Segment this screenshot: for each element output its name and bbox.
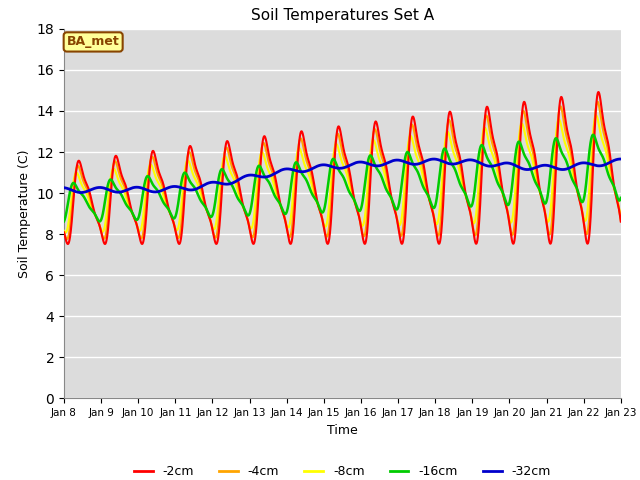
- -4cm: [436, 222, 444, 228]
- -16cm: [96, 218, 104, 224]
- -16cm: [60, 218, 68, 224]
- -2cm: [467, 215, 475, 221]
- -16cm: [436, 164, 444, 170]
- Line: -2cm: -2cm: [64, 92, 621, 244]
- -32cm: [77, 190, 85, 195]
- -8cm: [61, 230, 69, 236]
- Y-axis label: Soil Temperature (C): Soil Temperature (C): [18, 149, 31, 278]
- -4cm: [499, 191, 507, 197]
- -16cm: [616, 197, 624, 203]
- -32cm: [616, 156, 624, 162]
- -4cm: [161, 189, 168, 195]
- -4cm: [63, 236, 71, 242]
- Line: -8cm: -8cm: [64, 115, 621, 233]
- -2cm: [322, 235, 330, 241]
- -2cm: [595, 89, 602, 95]
- -16cm: [617, 195, 625, 201]
- -4cm: [617, 218, 625, 224]
- -16cm: [499, 190, 507, 196]
- -2cm: [161, 185, 168, 191]
- -32cm: [161, 187, 168, 192]
- Text: BA_met: BA_met: [67, 36, 120, 48]
- -32cm: [436, 157, 444, 163]
- -2cm: [616, 215, 624, 221]
- -4cm: [467, 215, 475, 220]
- -2cm: [617, 219, 625, 225]
- -2cm: [436, 237, 444, 242]
- -8cm: [592, 112, 600, 118]
- -4cm: [594, 99, 602, 105]
- -16cm: [161, 201, 168, 206]
- -8cm: [499, 192, 507, 197]
- -16cm: [589, 132, 597, 138]
- -16cm: [467, 204, 475, 209]
- -8cm: [161, 195, 168, 201]
- -2cm: [60, 229, 68, 235]
- -8cm: [436, 198, 444, 204]
- -32cm: [499, 160, 507, 166]
- -4cm: [322, 232, 330, 238]
- Line: -16cm: -16cm: [64, 135, 621, 221]
- -4cm: [60, 229, 68, 235]
- X-axis label: Time: Time: [327, 424, 358, 437]
- -4cm: [616, 214, 624, 220]
- -2cm: [64, 241, 72, 247]
- Line: -32cm: -32cm: [64, 159, 621, 192]
- Legend: -2cm, -4cm, -8cm, -16cm, -32cm: -2cm, -4cm, -8cm, -16cm, -32cm: [129, 460, 556, 480]
- -32cm: [60, 185, 68, 191]
- Line: -4cm: -4cm: [64, 102, 621, 239]
- -8cm: [60, 228, 68, 234]
- -8cm: [617, 214, 625, 220]
- -32cm: [467, 157, 475, 163]
- -8cm: [616, 212, 624, 217]
- Title: Soil Temperatures Set A: Soil Temperatures Set A: [251, 9, 434, 24]
- -8cm: [322, 224, 330, 229]
- -16cm: [322, 199, 330, 204]
- -2cm: [499, 190, 507, 195]
- -32cm: [617, 156, 625, 162]
- -32cm: [616, 156, 624, 162]
- -32cm: [322, 162, 330, 168]
- -8cm: [467, 213, 475, 219]
